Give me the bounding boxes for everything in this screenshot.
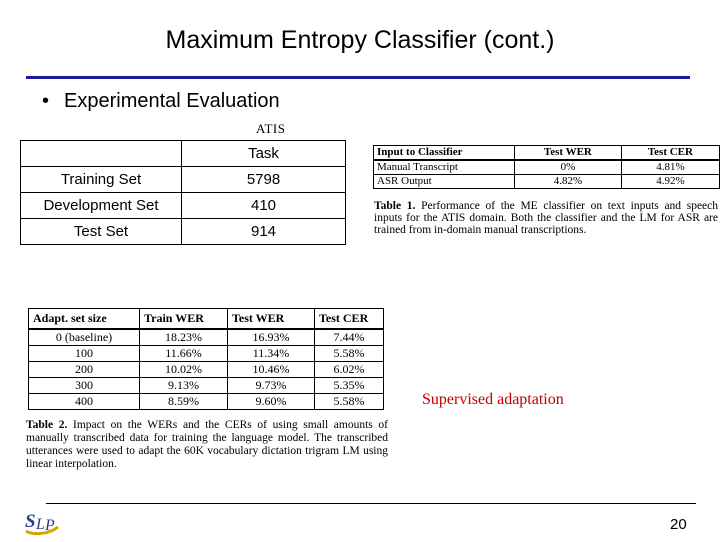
dataset-sizes-table: Task Training Set 5798 Development Set 4…	[20, 140, 346, 245]
table-cell: Test Set	[20, 218, 182, 245]
table-cell: 5.35%	[314, 377, 384, 394]
table-cell: 11.66%	[139, 345, 228, 362]
table-header-cell: Input to Classifier	[373, 145, 515, 161]
svg-text:S: S	[25, 511, 36, 532]
table-cell: 410	[181, 192, 346, 219]
table2-adaptation-results: Adapt. set size Train WER Test WER Test …	[28, 308, 384, 410]
table-cell: 0%	[514, 159, 622, 175]
table-cell: Manual Transcript	[373, 159, 515, 175]
table-cell: 300	[28, 377, 140, 394]
svg-text:L: L	[35, 516, 45, 533]
bullet-marker: •	[42, 90, 50, 112]
table-cell: 200	[28, 361, 140, 378]
table-row: 200 10.02% 10.46% 6.02%	[28, 361, 384, 378]
table-header-cell: Test CER	[620, 145, 720, 161]
table-header-row: Adapt. set size Train WER Test WER Test …	[28, 308, 384, 330]
table-header-cell: Adapt. set size	[28, 308, 140, 330]
table-row: Manual Transcript 0% 4.81%	[373, 159, 720, 175]
table-row: 400 8.59% 9.60% 5.58%	[28, 393, 384, 410]
table-cell: 0 (baseline)	[28, 328, 140, 346]
table-cell: 5.58%	[314, 393, 384, 410]
table-cell: 914	[181, 218, 346, 245]
table-header-cell: Test WER	[514, 145, 622, 161]
table-cell: 4.82%	[514, 174, 622, 189]
table-cell: 10.02%	[139, 361, 228, 378]
table-cell: 6.02%	[314, 361, 384, 378]
table-cell: 10.46%	[227, 361, 315, 378]
atis-label: ATIS	[256, 121, 286, 136]
table-cell: 5.58%	[314, 345, 384, 362]
bullet-item: • Experimental Evaluation	[42, 90, 280, 113]
caption-text: Impact on the WERs and the CERs of using…	[26, 419, 389, 470]
slide-title: Maximum Entropy Classifier (cont.)	[165, 26, 555, 54]
page-number: 20	[670, 516, 687, 533]
footer-divider	[46, 503, 696, 504]
svg-text:P: P	[44, 517, 55, 534]
table-cell: 4.81%	[620, 159, 720, 175]
table-header-cell: Test WER	[227, 308, 315, 330]
table-cell	[20, 140, 182, 167]
table-cell: Development Set	[20, 192, 182, 219]
table-cell: Training Set	[20, 166, 182, 193]
table-header-cell: Train WER	[139, 308, 228, 330]
table-cell: 5798	[181, 166, 346, 193]
table-row: Test Set 914	[20, 218, 346, 245]
table-row: Training Set 5798	[20, 166, 346, 193]
table-row: 0 (baseline) 18.23% 16.93% 7.44%	[28, 328, 384, 346]
table-header-row: Input to Classifier Test WER Test CER	[373, 145, 720, 161]
table-cell: 400	[28, 393, 140, 410]
table-cell: 9.13%	[139, 377, 228, 394]
caption-label: Table 1.	[374, 200, 416, 212]
table-row: Task	[20, 140, 346, 167]
table-header-cell: Test CER	[314, 308, 384, 330]
table1-caption: Table 1. Performance of the ME classifie…	[374, 200, 718, 236]
bullet-text: Experimental Evaluation	[64, 90, 280, 112]
table1-classifier-performance: Input to Classifier Test WER Test CER Ma…	[373, 145, 720, 189]
table-cell: 7.44%	[314, 328, 384, 346]
caption-text: Performance of the ME classifier on text…	[374, 200, 719, 236]
table-row: ASR Output 4.82% 4.92%	[373, 174, 720, 189]
table-header-cell: Task	[181, 140, 346, 167]
table-row: 100 11.66% 11.34% 5.58%	[28, 345, 384, 362]
table-cell: ASR Output	[373, 174, 515, 189]
table-row: 300 9.13% 9.73% 5.35%	[28, 377, 384, 394]
title-underline	[26, 76, 690, 79]
table-cell: 9.73%	[227, 377, 315, 394]
caption-label: Table 2.	[26, 419, 68, 431]
table-cell: 9.60%	[227, 393, 315, 410]
table2-caption: Table 2. Impact on the WERs and the CERs…	[26, 419, 388, 471]
supervised-adaptation-annotation: Supervised adaptation	[422, 391, 564, 408]
table-cell: 18.23%	[139, 328, 228, 346]
slp-logo-icon: S L P	[22, 505, 62, 537]
table-cell: 4.92%	[620, 174, 720, 189]
table-cell: 16.93%	[227, 328, 315, 346]
table-cell: 8.59%	[139, 393, 228, 410]
table-cell: 11.34%	[227, 345, 315, 362]
table-row: Development Set 410	[20, 192, 346, 219]
table-cell: 100	[28, 345, 140, 362]
